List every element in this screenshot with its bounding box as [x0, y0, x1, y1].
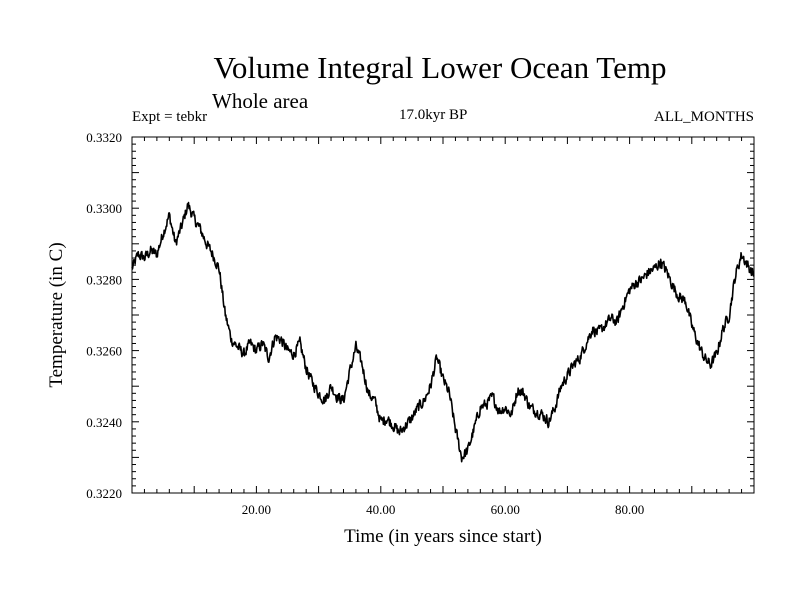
y-tick-label: 0.3240 [86, 415, 122, 430]
x-tick-label: 40.00 [366, 502, 395, 517]
y-tick-label: 0.3320 [86, 130, 122, 145]
y-tick-label: 0.3220 [86, 486, 122, 501]
y-tick-labels: 0.3220 0.3240 0.3260 0.3280 0.3300 0.3320 [86, 130, 122, 501]
plot-frame [131, 136, 755, 494]
x-axis-label: Time (in years since start) [344, 526, 542, 547]
experiment-label: Expt = tebkr [132, 109, 208, 125]
x-tick-label: 20.00 [242, 502, 271, 517]
y-tick-label: 0.3280 [86, 272, 122, 287]
months-label: ALL_MONTHS [654, 109, 754, 125]
y-tick-label: 0.3260 [86, 344, 122, 359]
x-tick-labels: 20.00 40.00 60.00 80.00 [242, 502, 644, 517]
y-axis-label: Temperature (in C) [46, 242, 67, 387]
chart-subtitle: Whole area [212, 89, 309, 113]
temperature-series-line [131, 201, 755, 463]
period-label: 17.0kyr BP [399, 107, 468, 123]
chart-title: Volume Integral Lower Ocean Temp [213, 50, 667, 85]
tick-marks [132, 137, 754, 493]
y-tick-label: 0.3300 [86, 201, 122, 216]
x-tick-label: 60.00 [491, 502, 520, 517]
x-tick-label: 80.00 [615, 502, 644, 517]
